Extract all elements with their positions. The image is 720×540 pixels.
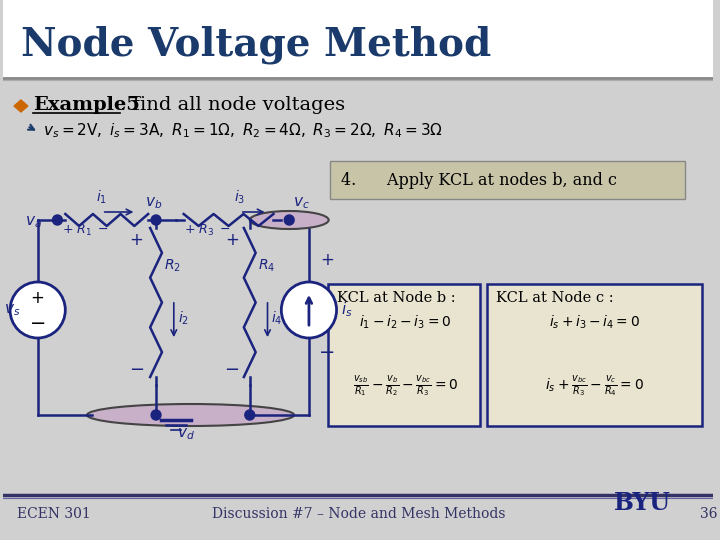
Text: $v_b$: $v_b$	[145, 195, 163, 211]
FancyBboxPatch shape	[487, 284, 701, 426]
Circle shape	[10, 282, 66, 338]
Text: $R_2$: $R_2$	[164, 258, 181, 274]
Text: KCL at Node b :: KCL at Node b :	[336, 291, 455, 305]
Circle shape	[284, 215, 294, 225]
Circle shape	[282, 282, 336, 338]
Text: KCL at Node c :: KCL at Node c :	[496, 291, 614, 305]
Text: : find all node voltages: : find all node voltages	[120, 96, 345, 114]
Circle shape	[151, 410, 161, 420]
Text: Discussion #7 – Node and Mesh Methods: Discussion #7 – Node and Mesh Methods	[212, 507, 505, 521]
Text: Node Voltage Method: Node Voltage Method	[21, 25, 491, 64]
Text: $v_s = 2\mathrm{V},\ i_s = 3\mathrm{A},\ R_1 = 1\Omega,\ R_2 = 4\Omega,\ R_3 = 2: $v_s = 2\mathrm{V},\ i_s = 3\mathrm{A},\…	[42, 121, 443, 140]
Text: 36: 36	[700, 507, 717, 521]
Text: BYU: BYU	[614, 491, 671, 515]
FancyBboxPatch shape	[328, 284, 480, 426]
Text: $v_a$: $v_a$	[24, 214, 42, 230]
Ellipse shape	[250, 211, 328, 229]
FancyBboxPatch shape	[330, 161, 685, 199]
Circle shape	[53, 215, 63, 225]
Text: $v_c$: $v_c$	[293, 195, 310, 211]
Text: ECEN 301: ECEN 301	[17, 507, 91, 521]
Text: $i_4$: $i_4$	[271, 310, 283, 327]
Text: −: −	[30, 314, 46, 333]
Text: $i_s$: $i_s$	[341, 301, 352, 319]
Text: $i_s + \frac{v_{bc}}{R_3} - \frac{v_c}{R_4} = 0$: $i_s + \frac{v_{bc}}{R_3} - \frac{v_c}{R…	[546, 374, 644, 399]
Text: $+\ R_1\ -$: $+\ R_1\ -$	[63, 223, 109, 238]
Text: $i_1$: $i_1$	[96, 189, 107, 206]
Ellipse shape	[87, 404, 294, 426]
Text: +: +	[225, 231, 239, 249]
Text: +: +	[130, 231, 143, 249]
Text: −: −	[225, 361, 240, 379]
Circle shape	[245, 410, 255, 420]
Bar	[3, 0, 714, 78]
Circle shape	[151, 215, 161, 225]
Text: 4.      Apply KCL at nodes b, and c: 4. Apply KCL at nodes b, and c	[341, 172, 616, 189]
Text: $i_s + i_3 - i_4 = 0$: $i_s + i_3 - i_4 = 0$	[549, 314, 641, 332]
Text: $+\ R_3\ -$: $+\ R_3\ -$	[184, 223, 230, 238]
Text: −: −	[129, 361, 144, 379]
Text: +: +	[320, 251, 333, 269]
Text: +: +	[31, 289, 45, 307]
Text: $i_3$: $i_3$	[234, 189, 246, 206]
Text: Example5: Example5	[32, 96, 140, 114]
Text: −: −	[318, 343, 335, 362]
Text: $v_d$: $v_d$	[176, 426, 194, 442]
Text: $i_2$: $i_2$	[178, 310, 189, 327]
Polygon shape	[14, 100, 28, 112]
Text: $\frac{v_{sb}}{R_1} - \frac{v_b}{R_2} - \frac{v_{bc}}{R_3} = 0$: $\frac{v_{sb}}{R_1} - \frac{v_b}{R_2} - …	[353, 374, 459, 399]
Text: $R_4$: $R_4$	[258, 258, 275, 274]
Text: $v_s$: $v_s$	[4, 302, 20, 318]
Text: $i_1 - i_2 - i_3 = 0$: $i_1 - i_2 - i_3 = 0$	[359, 314, 451, 332]
